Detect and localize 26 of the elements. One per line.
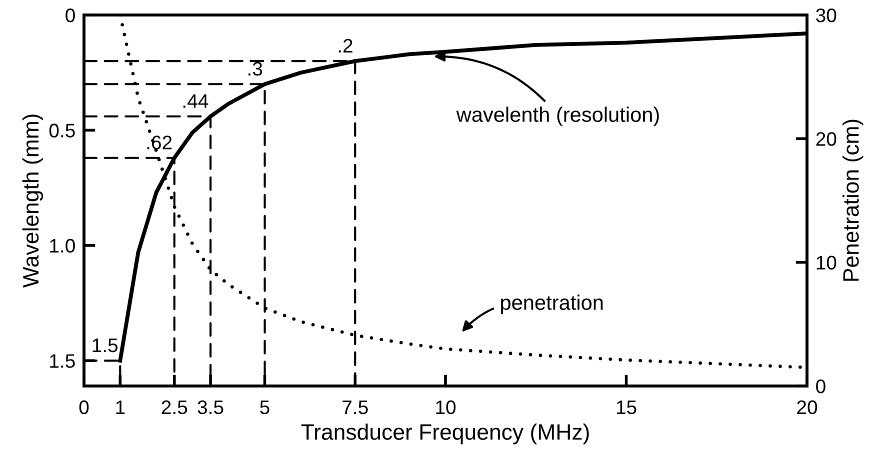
y2-tick-label: 10 xyxy=(816,256,836,270)
annotation: .2 xyxy=(338,38,352,52)
x-tick-label: 2.5 xyxy=(162,400,188,414)
x-tick-label: 5 xyxy=(260,400,270,414)
series-label: penetration xyxy=(501,294,603,314)
y-tick-label: 0.5 xyxy=(49,124,75,138)
x-tick-label: 7.5 xyxy=(342,400,368,414)
annotation: .3 xyxy=(248,62,262,76)
x-tick-label: 1 xyxy=(116,400,125,414)
x-tick-label: 3.5 xyxy=(198,400,224,414)
y2-tick-label: 0 xyxy=(816,379,826,394)
annotation: 1.5 xyxy=(92,338,118,352)
y-tick-label: 1.0 xyxy=(50,238,75,253)
y-axis-title: Wavelength (mm) xyxy=(22,114,44,288)
y-tick-label: 1.5 xyxy=(50,354,75,368)
annotation: .44 xyxy=(183,94,208,108)
x-tick-label: 15 xyxy=(616,400,636,414)
x-axis-title: Transducer Frequency (MHz) xyxy=(301,424,589,444)
x-tick-label: 0 xyxy=(79,400,89,414)
x-tick-label: 10 xyxy=(436,400,456,414)
y2-axis-title: Penetration (cm) xyxy=(842,120,864,281)
y-tick-label: 0 xyxy=(66,8,75,22)
y2-tick-label: 20 xyxy=(816,132,836,146)
text: wavelenth (resolution) xyxy=(456,106,659,126)
x-tick-label: 20 xyxy=(797,400,818,414)
y2-tick-label: 30 xyxy=(816,8,836,22)
